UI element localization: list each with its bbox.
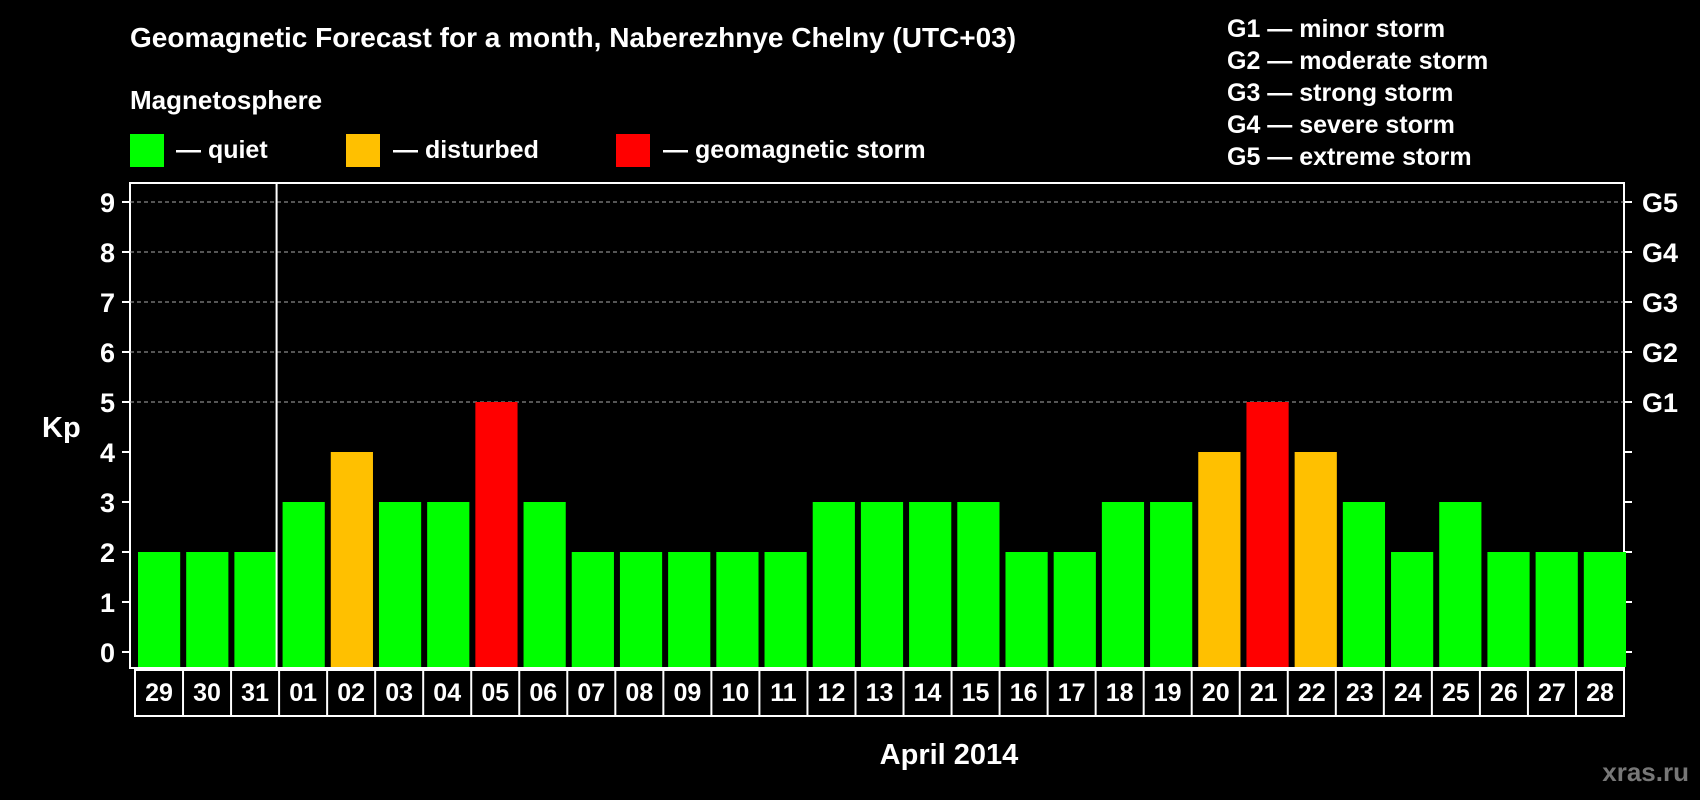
x-tick-label: 22 (1298, 679, 1326, 707)
bar-22 (1294, 452, 1337, 667)
bar-23 (1342, 502, 1386, 667)
legend-label-quiet: — quiet (176, 136, 268, 164)
x-tick-label: 11 (770, 679, 797, 707)
bar-21 (1246, 402, 1289, 667)
watermark: xras.ru (1602, 757, 1689, 787)
x-tick-label: 17 (1058, 679, 1086, 707)
x-tick-label: 07 (577, 679, 605, 707)
y-tick-label: 5 (100, 388, 115, 418)
x-tick-label: 15 (962, 679, 990, 707)
plot-frame (129, 182, 1625, 669)
x-tick-label: 03 (385, 679, 413, 707)
bar-29 (138, 552, 181, 667)
bar-08 (619, 552, 663, 667)
bar-04 (427, 502, 470, 667)
storm-scale-g2: G2 — moderate storm (1227, 47, 1488, 75)
bar-05 (475, 402, 518, 667)
legend-label-storm: — geomagnetic storm (663, 136, 926, 164)
legend-swatch-disturbed (346, 134, 380, 167)
bar-18 (1101, 502, 1145, 667)
y-tick-label: 1 (100, 588, 115, 618)
x-tick-label: 31 (241, 679, 269, 707)
bar-06 (523, 502, 566, 667)
g-level-label: G1 (1642, 388, 1678, 418)
bar-09 (668, 552, 711, 667)
bar-15 (957, 502, 1000, 667)
y-axis-label: Kp (42, 412, 81, 444)
x-tick-label: 21 (1250, 679, 1278, 707)
x-tick-label: 25 (1442, 679, 1470, 707)
x-tick-label: 26 (1490, 679, 1518, 707)
bar-19 (1150, 502, 1193, 667)
x-tick-label: 20 (1202, 679, 1230, 707)
y-tick-label: 9 (100, 188, 115, 218)
g-level-label: G4 (1642, 238, 1678, 268)
x-tick-label: 27 (1538, 679, 1566, 707)
storm-scale-g1: G1 — minor storm (1227, 15, 1445, 43)
y-tick-label: 3 (100, 488, 115, 518)
x-tick-label: 12 (818, 679, 846, 707)
x-axis-label: April 2014 (880, 739, 1019, 771)
bar-07 (571, 552, 614, 667)
x-tick-label: 05 (481, 679, 509, 707)
bar-02 (330, 452, 373, 667)
x-tick-label: 18 (1106, 679, 1134, 707)
x-tick-label: 08 (625, 679, 653, 707)
x-tick-label: 24 (1394, 679, 1422, 707)
storm-scale-g5: G5 — extreme storm (1227, 143, 1472, 171)
x-tick-label: 28 (1586, 679, 1614, 707)
y-tick-label: 0 (100, 638, 115, 668)
bar-03 (378, 502, 422, 667)
bar-20 (1198, 452, 1241, 667)
x-tick-label: 23 (1346, 679, 1374, 707)
y-tick-label: 8 (100, 238, 115, 268)
x-tick-label: 06 (529, 679, 557, 707)
x-tick-label: 16 (1010, 679, 1038, 707)
bar-13 (860, 502, 904, 667)
bar-31 (234, 552, 277, 667)
bar-12 (812, 502, 855, 667)
x-tick-label: 14 (914, 679, 942, 707)
g-level-label: G5 (1642, 188, 1678, 218)
x-tick-label: 01 (289, 679, 317, 707)
legend-label-disturbed: — disturbed (393, 136, 539, 164)
bar-28 (1583, 552, 1626, 667)
bar-11 (764, 552, 807, 667)
legend-swatch-quiet (130, 134, 164, 167)
x-tick-label: 30 (193, 679, 221, 707)
bar-17 (1053, 552, 1096, 667)
bar-30 (186, 552, 229, 667)
storm-scale-g4: G4 — severe storm (1227, 111, 1455, 139)
bar-01 (282, 502, 325, 667)
storm-scale-g3: G3 — strong storm (1227, 79, 1453, 107)
bar-14 (909, 502, 952, 667)
y-tick-label: 4 (100, 438, 115, 468)
chart-title: Geomagnetic Forecast for a month, Nabere… (130, 22, 1016, 53)
g-level-label: G3 (1642, 288, 1678, 318)
x-tick-label: 09 (673, 679, 701, 707)
x-tick-label: 19 (1154, 679, 1182, 707)
bar-27 (1535, 552, 1578, 667)
x-tick-label: 02 (337, 679, 365, 707)
bar-24 (1391, 552, 1434, 667)
bar-16 (1005, 552, 1048, 667)
bar-10 (716, 552, 759, 667)
y-tick-label: 7 (100, 288, 115, 318)
x-tick-label: 04 (433, 679, 461, 707)
date-row-frame (134, 669, 1625, 717)
legend-title: Magnetosphere (130, 85, 322, 115)
x-tick-label: 13 (866, 679, 894, 707)
x-tick-label: 10 (721, 679, 749, 707)
x-tick-label: 29 (145, 679, 173, 707)
y-tick-label: 2 (100, 538, 115, 568)
bar-26 (1487, 552, 1530, 667)
legend-swatch-storm (616, 134, 650, 167)
bar-25 (1439, 502, 1482, 667)
g-level-label: G2 (1642, 338, 1678, 368)
y-tick-label: 6 (100, 338, 115, 368)
